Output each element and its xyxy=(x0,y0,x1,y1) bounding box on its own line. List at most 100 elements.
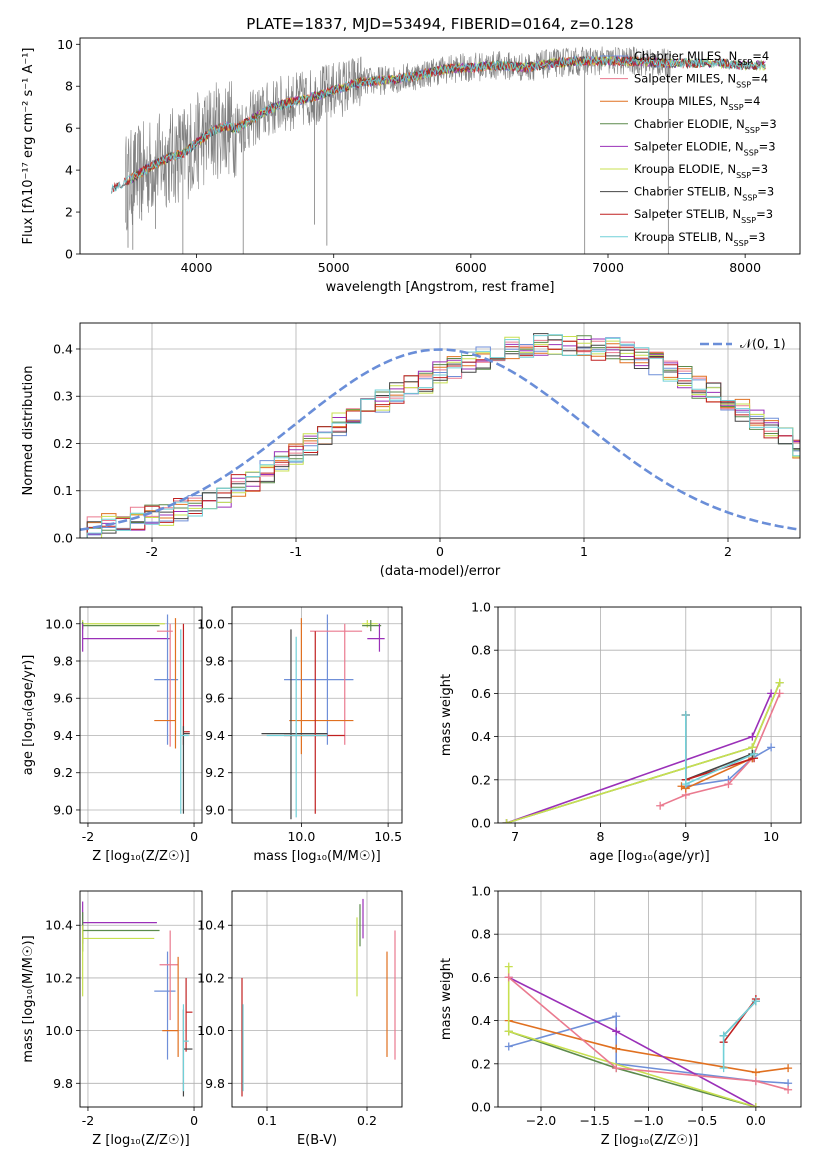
kroupa_miles-weight-line xyxy=(681,753,755,790)
legend-entry: Salpeter STELIB, NSSP=3 xyxy=(634,207,773,225)
y-tick-label: 0.2 xyxy=(53,436,73,451)
kroupa_miles-marker xyxy=(784,1064,793,1073)
legend-entry: Chabrier ELODIE, NSSP=3 xyxy=(634,117,777,135)
legend-text: Chabrier STELIB, N xyxy=(634,185,742,199)
residuals-plot-area xyxy=(80,323,800,538)
x-tick-label: 5000 xyxy=(318,260,350,275)
x-tick-label: 0.1 xyxy=(257,1113,277,1128)
legend-entry: Kroupa MILES, NSSP=4 xyxy=(634,94,760,112)
kroupa_miles-weight-line xyxy=(508,1019,789,1074)
legend-tail: =3 xyxy=(757,185,774,199)
legend-subscript: SSP xyxy=(736,171,751,180)
y-tick-label: 0.2 xyxy=(471,1056,491,1071)
spectrum-plot-area xyxy=(111,46,766,254)
x-tick-label: 8000 xyxy=(729,260,761,275)
kroupa_stelib-marker xyxy=(681,711,690,719)
y-tick-label: 9.0 xyxy=(53,802,73,817)
y-tick-label: 0.3 xyxy=(53,389,73,404)
x-tick-label: -1 xyxy=(290,544,302,559)
x-axis-label: Z [log₁₀(Z/Z☉)] xyxy=(92,1133,189,1148)
legend-text: Salpeter MILES, N xyxy=(634,72,736,86)
weight_vs_Z-plot-area xyxy=(498,891,801,1107)
x-tick-label: -2 xyxy=(82,1113,94,1128)
kroupa_miles-marker xyxy=(677,782,686,791)
y-axis-label: mass weight xyxy=(439,958,454,1040)
x-tick-label: −0.5 xyxy=(687,1113,717,1128)
y-axis-label: Normed distribution xyxy=(21,366,36,496)
kroupa_elodie-marker xyxy=(775,678,784,687)
y-tick-label: 9.4 xyxy=(53,728,73,743)
legend-entry: Salpeter MILES, NSSP=4 xyxy=(634,72,768,90)
legend-subscript: SSP xyxy=(745,125,760,134)
y-tick-label: 0.6 xyxy=(471,970,491,985)
x-axis-label: mass [log₁₀(M/M☉)] xyxy=(253,849,380,864)
salpeter_miles-marker xyxy=(775,689,784,698)
axes-frame xyxy=(231,606,403,824)
x-tick-label: -2 xyxy=(146,544,158,559)
age_vs_Z-panel: -2 0 9.0 9.2 9.4 9.6 9.8 10.0 Z [log₁₀(Z/Z☉)] age… xyxy=(21,606,203,864)
legend-subscript: SSP xyxy=(742,193,757,202)
legend-subscript: SSP xyxy=(741,216,756,225)
x-tick-label: 0 xyxy=(190,1113,198,1128)
x-tick-label: 0.0 xyxy=(746,1113,766,1128)
kroupa_elodie-marker xyxy=(751,1103,760,1107)
y-tick-label: 9.2 xyxy=(53,765,73,780)
salpeter_elodie-marker xyxy=(612,1027,621,1036)
y-tick-label: 0.4 xyxy=(471,729,491,744)
chabrier_miles-marker xyxy=(767,743,776,752)
axes-frame xyxy=(497,606,802,824)
y-tick-label: 9.8 xyxy=(205,654,225,669)
axes-frame xyxy=(79,890,203,1108)
y-tick-label: 9.8 xyxy=(53,654,73,669)
legend-entry: Chabrier STELIB, NSSP=3 xyxy=(634,185,774,203)
y-tick-label: 0.8 xyxy=(471,643,491,658)
salpeter_miles-marker xyxy=(656,801,665,810)
y-tick-label: 9.6 xyxy=(53,691,73,706)
residuals-panel: -2 -1 0 1 2 0.0 0.1 0.2 0.3 0.4 (data-model)/error… xyxy=(21,322,801,579)
x-tick-label: 8 xyxy=(596,829,604,844)
y-tick-label: 0.8 xyxy=(471,927,491,942)
axes-frame xyxy=(231,890,403,1108)
y-tick-label: 1.0 xyxy=(471,600,491,615)
x-tick-label: 10 xyxy=(763,829,779,844)
axes-frame xyxy=(79,322,801,539)
y-tick-label: 10 xyxy=(57,37,73,52)
x-tick-label: −1.0 xyxy=(633,1113,663,1128)
weight_vs_age-panel: 7 8 9 10 0.0 0.2 0.4 0.6 0.8 1.0 age [log₁₀(age/yr… xyxy=(439,600,802,864)
mass_vs_ebv-plot-area xyxy=(232,891,402,1107)
legend-entry: Kroupa STELIB, NSSP=3 xyxy=(634,230,765,248)
salpeter_miles-weight-line xyxy=(659,693,781,807)
x-axis-label: E(B-V) xyxy=(297,1133,337,1148)
y-tick-label: 9.8 xyxy=(205,1076,225,1091)
kroupa_stelib-marker xyxy=(750,749,759,758)
kroupa_stelib-model-line xyxy=(111,54,766,194)
y-tick-label: 10.0 xyxy=(197,1023,225,1038)
legend-subscript: SSP xyxy=(734,238,749,247)
chabrier_miles-marker xyxy=(504,1042,513,1051)
legend-tail: =3 xyxy=(751,162,768,176)
kroupa_elodie-weight-line xyxy=(506,682,781,823)
y-tick-label: 10.0 xyxy=(45,616,73,631)
salpeter_miles-weight-line xyxy=(508,976,789,1091)
salpeter_elodie-weight-line xyxy=(506,693,772,823)
y-axis-label: mass [log₁₀(M/M☉)] xyxy=(21,935,36,1062)
weight_vs_Z-panel: −2.0 −1.5 −1.0 −0.5 0.0 0.0 0.2 0.4 0.6 0.8 1.0 Z [… xyxy=(439,884,802,1148)
chabrier_elodie-weight-line xyxy=(506,682,781,823)
chabrier_miles-marker xyxy=(612,1012,621,1021)
y-tick-label: 10.4 xyxy=(45,918,73,933)
kroupa_elodie-marker xyxy=(502,819,511,823)
salpeter_miles-marker xyxy=(724,780,733,789)
axes-frame xyxy=(497,890,802,1108)
x-axis-label: Z [log₁₀(Z/Z☉)] xyxy=(601,1133,698,1148)
y-tick-label: 0.4 xyxy=(53,341,73,356)
legend-entry: 𝒩(0, 1) xyxy=(740,336,786,351)
salpeter_miles-marker xyxy=(504,973,513,982)
legend-tail: =3 xyxy=(759,139,776,153)
legend-tail: =3 xyxy=(760,117,777,131)
y-tick-label: 0.1 xyxy=(53,483,73,498)
mass_vs_Z-panel: -2 0 9.8 10.0 10.2 10.4 Z [log₁₀(Z/Z☉)] mass [l… xyxy=(21,890,203,1148)
y-axis-label: age [log₁₀(age/yr)] xyxy=(21,655,36,776)
y-tick-label: 8 xyxy=(65,79,73,94)
